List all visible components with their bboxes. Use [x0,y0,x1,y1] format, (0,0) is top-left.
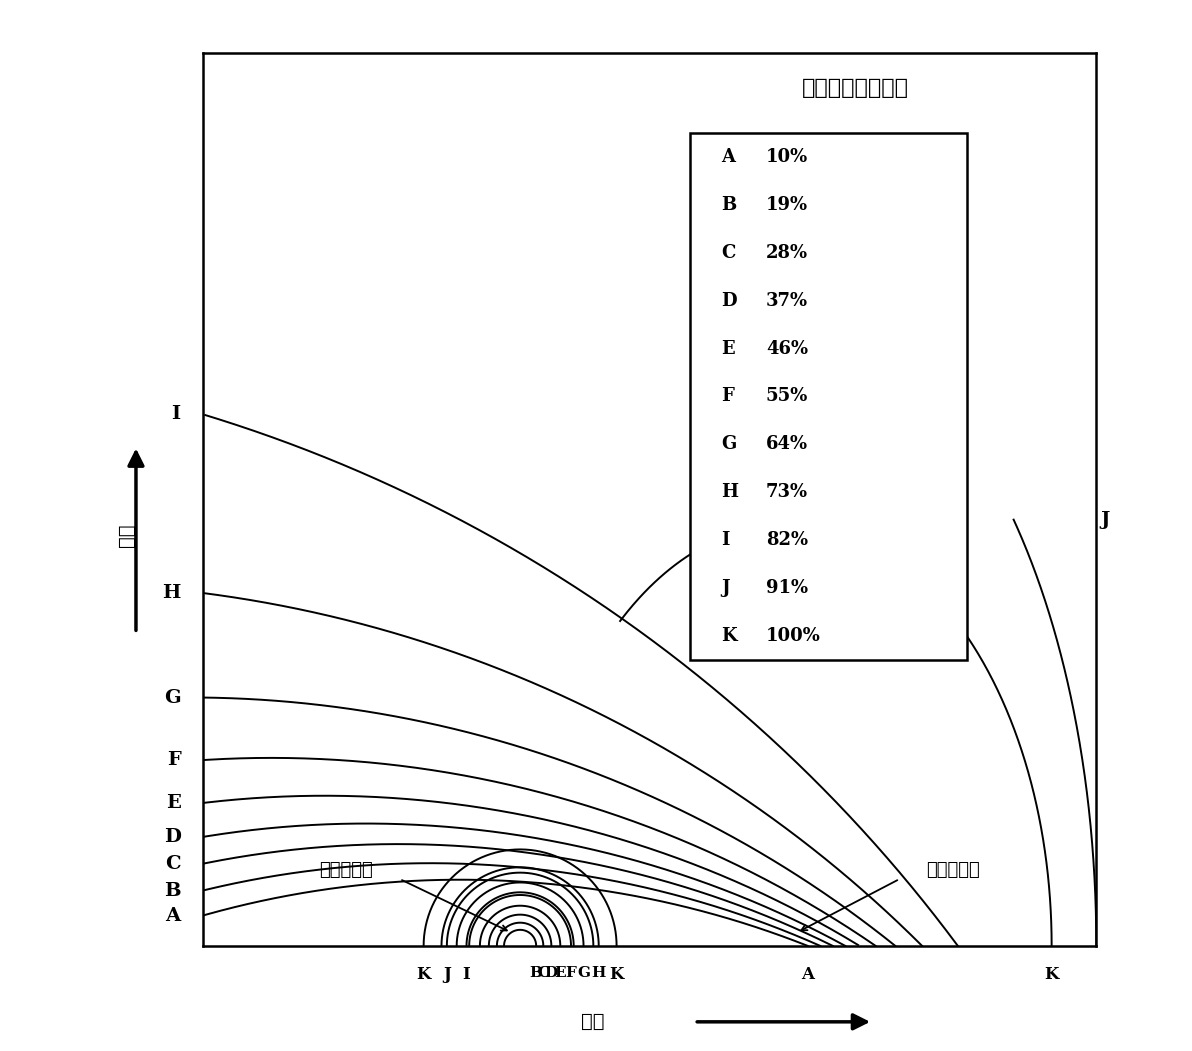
Text: K: K [1044,966,1058,983]
Text: E: E [166,794,181,812]
Text: 91%: 91% [765,579,808,597]
Text: C: C [538,966,550,980]
Text: K: K [609,966,623,983]
Text: C: C [164,854,181,872]
Text: D: D [163,828,181,846]
Text: K: K [416,966,430,983]
Text: A: A [801,966,814,983]
Text: 28%: 28% [765,244,808,262]
Text: E: E [554,966,566,980]
Text: J: J [1100,511,1110,529]
Text: 第一级线圈: 第一级线圈 [926,861,980,879]
Text: J: J [721,579,730,597]
Text: K: K [721,627,737,645]
Text: G: G [721,435,737,453]
Text: F: F [721,388,734,406]
Text: D: D [721,292,737,310]
Text: 轴向磁感强度分布: 轴向磁感强度分布 [801,78,908,99]
Text: H: H [721,483,738,501]
Text: B: B [164,882,181,900]
Text: 64%: 64% [765,435,808,453]
Text: 径向: 径向 [582,1013,606,1031]
Text: A: A [721,148,735,166]
Text: 73%: 73% [765,483,808,501]
Text: A: A [166,907,181,925]
Text: G: G [577,966,590,980]
Text: C: C [721,244,735,262]
Text: 10%: 10% [765,148,808,166]
Text: H: H [162,584,181,602]
Text: 轴向: 轴向 [118,523,136,547]
Text: I: I [462,966,471,983]
Text: 100%: 100% [765,627,820,645]
Text: B: B [529,966,542,980]
Text: G: G [164,688,181,706]
Text: I: I [721,531,730,550]
Text: B: B [721,195,737,213]
Text: F: F [167,751,181,769]
Text: D: D [545,966,558,980]
Text: J: J [443,966,451,983]
Text: 82%: 82% [765,531,808,550]
Text: H: H [591,966,606,980]
Text: 55%: 55% [765,388,808,406]
Text: 19%: 19% [765,195,808,213]
Text: 37%: 37% [765,292,808,310]
Text: 第二级线圈: 第二级线圈 [319,861,373,879]
Bar [690,132,967,660]
Text: F: F [565,966,577,980]
Text: I: I [172,406,181,424]
Text: 46%: 46% [765,339,808,357]
Text: E: E [721,339,734,357]
